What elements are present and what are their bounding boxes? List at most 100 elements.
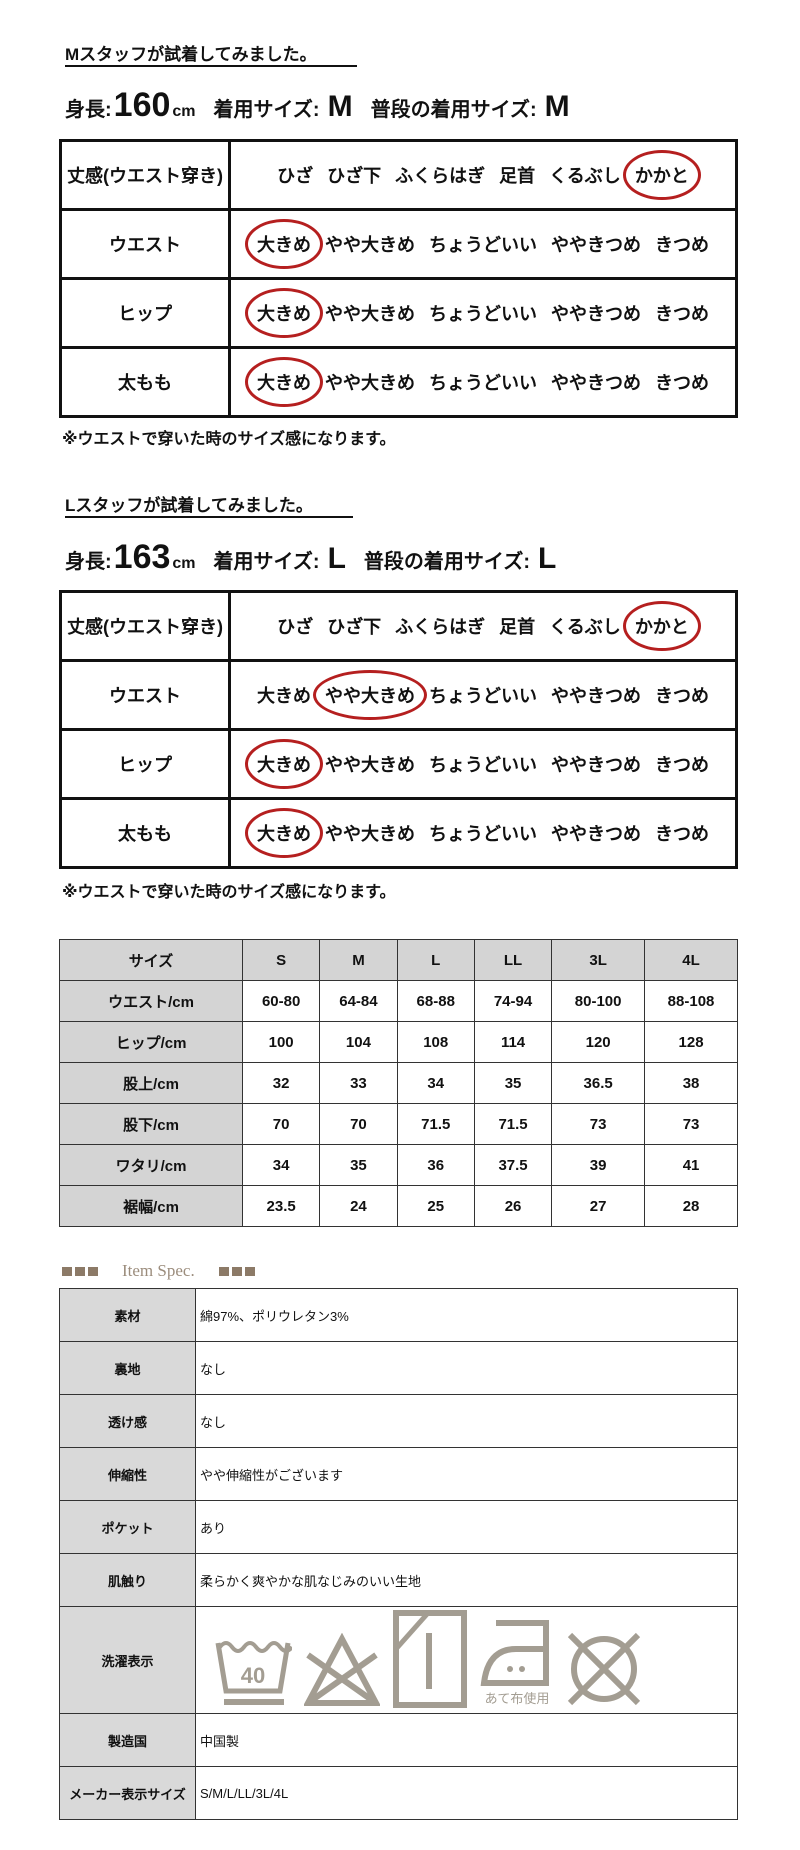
- fit-option: ひざ: [277, 166, 314, 186]
- size-value: 100: [241, 1021, 321, 1063]
- fit-option: くるぶし: [549, 617, 621, 637]
- size-row-label: 裾幅/cm: [59, 1185, 243, 1227]
- spec-row: 素材 綿97%、ポリウレタン3%: [59, 1288, 738, 1342]
- size-value: 104: [319, 1021, 398, 1063]
- fit-option: ちょうどいい: [429, 235, 537, 255]
- size-value: 23.5: [241, 1185, 321, 1227]
- item-spec-title: Item Spec.: [122, 1261, 195, 1280]
- size-value: 60-80: [241, 980, 321, 1022]
- height-unit: cm: [172, 555, 196, 572]
- fit-options: 大きめ やや大きめ ちょうどいい ややきつめ きつめ: [232, 288, 734, 338]
- fit-row: ウエスト 大きめ やや大きめ ちょうどいい ややきつめ きつめ: [59, 208, 738, 280]
- fit-row: 丈感(ウエスト穿き) ひざ ひざ下 ふくらはぎ 足首 くるぶし かかと: [59, 590, 738, 662]
- fit-row: ヒップ 大きめ やや大きめ ちょうどいい ややきつめ きつめ: [59, 277, 738, 349]
- fit-row: 丈感(ウエスト穿き) ひざ ひざ下 ふくらはぎ 足首 くるぶし かかと: [59, 139, 738, 211]
- fit-options-cell: 大きめ やや大きめ ちょうどいい ややきつめ きつめ: [228, 659, 738, 731]
- fit-option: ちょうどいい: [429, 373, 537, 393]
- size-value: 41: [644, 1144, 738, 1186]
- fit-option: ちょうどいい: [429, 824, 537, 844]
- size-value: 80-100: [551, 980, 646, 1022]
- size-value: 33: [319, 1062, 398, 1104]
- size-value: 28: [644, 1185, 738, 1227]
- fit-option: ひざ下: [327, 166, 382, 186]
- fit-option: きつめ: [655, 755, 709, 775]
- size-header-cell: L: [396, 939, 475, 981]
- fit-option: 大きめ: [257, 686, 311, 706]
- fit-option: きつめ: [655, 686, 709, 706]
- fit-option: 足首: [499, 166, 536, 186]
- no-bleach-icon: [303, 1632, 381, 1712]
- fit-option-selected: 大きめ: [245, 808, 323, 858]
- fit-row: ヒップ 大きめ やや大きめ ちょうどいい ややきつめ きつめ: [59, 728, 738, 800]
- spec-value: 柔らかく爽やかな肌なじみのいい生地: [195, 1553, 738, 1607]
- size-value: 34: [396, 1062, 475, 1104]
- size-value: 73: [551, 1103, 646, 1145]
- size-row: ワタリ/cm 34 35 36 37.5 39 41: [59, 1144, 738, 1186]
- spec-value: 綿97%、ポリウレタン3%: [195, 1288, 738, 1342]
- size-value: 120: [551, 1021, 646, 1063]
- line-dry-shade-icon: [392, 1609, 468, 1712]
- size-table: サイズ S M L LL 3L 4L ウエスト/cm 60-80 64-84 68-88 74-94 8…: [59, 939, 738, 1227]
- size-value: 71.5: [473, 1103, 553, 1145]
- size-value: 70: [319, 1103, 398, 1145]
- fit-option: ひざ下: [327, 617, 382, 637]
- size-row: 股下/cm 70 70 71.5 71.5 73 73: [59, 1103, 738, 1145]
- fit-option: きつめ: [655, 824, 709, 844]
- fit-options-cell: ひざ ひざ下 ふくらはぎ 足首 くるぶし かかと: [228, 590, 738, 662]
- size-value: 35: [473, 1062, 553, 1104]
- fit-option: くるぶし: [549, 166, 621, 186]
- size-header-cell: サイズ: [59, 939, 243, 981]
- fit-options: 大きめ やや大きめ ちょうどいい ややきつめ きつめ: [232, 739, 734, 789]
- fit-option: ややきつめ: [551, 304, 641, 324]
- wear-size-value: L: [327, 542, 346, 575]
- spec-label: 素材: [59, 1288, 196, 1342]
- no-dry-clean-icon: [566, 1629, 642, 1712]
- spec-label: 洗濯表示: [59, 1606, 196, 1714]
- fit-options: 大きめ やや大きめ ちょうどいい ややきつめ きつめ: [232, 219, 734, 269]
- fit-option: やや大きめ: [325, 235, 415, 255]
- size-value: 32: [241, 1062, 321, 1104]
- size-header-cell: S: [241, 939, 321, 981]
- size-value: 36.5: [551, 1062, 646, 1104]
- wear-size-value: M: [327, 90, 353, 123]
- spec-label: メーカー表示サイズ: [59, 1766, 196, 1820]
- height-value: 160: [113, 86, 171, 124]
- size-row-label: ヒップ/cm: [59, 1021, 243, 1063]
- size-value: 27: [551, 1185, 646, 1227]
- fit-row-label: 丈感(ウエスト穿き): [59, 139, 231, 211]
- size-value: 114: [473, 1021, 553, 1063]
- size-value: 88-108: [644, 980, 738, 1022]
- fit-options-cell: 大きめ やや大きめ ちょうどいい ややきつめ きつめ: [228, 728, 738, 800]
- size-header-row: サイズ S M L LL 3L 4L: [59, 939, 738, 981]
- fit-option-selected: やや大きめ: [313, 670, 427, 720]
- fit-options-cell: ひざ ひざ下 ふくらはぎ 足首 くるぶし かかと: [228, 139, 738, 211]
- spec-label: 製造国: [59, 1713, 196, 1767]
- spec-row: ポケット あり: [59, 1500, 738, 1554]
- fit-option-selected: 大きめ: [245, 357, 323, 407]
- item-spec-heading: Item Spec.: [62, 1261, 255, 1281]
- m-staff-fit-table: 丈感(ウエスト穿き) ひざ ひざ下 ふくらはぎ 足首 くるぶし かかと ウエスト 大きめ やや大き…: [59, 139, 738, 418]
- fit-row-label: ウエスト: [59, 659, 231, 731]
- fit-option: ややきつめ: [551, 755, 641, 775]
- size-header-cell: M: [319, 939, 398, 981]
- height-unit: cm: [172, 103, 196, 120]
- spec-row: 裏地 なし: [59, 1341, 738, 1395]
- size-value: 37.5: [473, 1144, 553, 1186]
- size-header-cell: 4L: [644, 939, 738, 981]
- spec-value: やや伸縮性がございます: [195, 1447, 738, 1501]
- size-row: 裾幅/cm 23.5 24 25 26 27 28: [59, 1185, 738, 1227]
- wash-40-gentle-icon: 40: [214, 1633, 294, 1712]
- size-row: ヒップ/cm 100 104 108 114 120 128: [59, 1021, 738, 1063]
- fit-option: きつめ: [655, 304, 709, 324]
- fit-option: ややきつめ: [551, 686, 641, 706]
- fit-option: きつめ: [655, 235, 709, 255]
- fit-options: 大きめ やや大きめ ちょうどいい ややきつめ きつめ: [232, 670, 734, 720]
- l-staff-fit-table: 丈感(ウエスト穿き) ひざ ひざ下 ふくらはぎ 足首 くるぶし かかと ウエスト 大きめ やや大き…: [59, 590, 738, 869]
- l-staff-note: ※ウエストで穿いた時のサイズ感になります。: [62, 884, 396, 901]
- fit-option: 足首: [499, 617, 536, 637]
- fit-option-selected: かかと: [622, 601, 701, 651]
- fit-option-selected: 大きめ: [245, 288, 323, 338]
- svg-text:40: 40: [241, 1663, 265, 1688]
- fit-option: ややきつめ: [551, 824, 641, 844]
